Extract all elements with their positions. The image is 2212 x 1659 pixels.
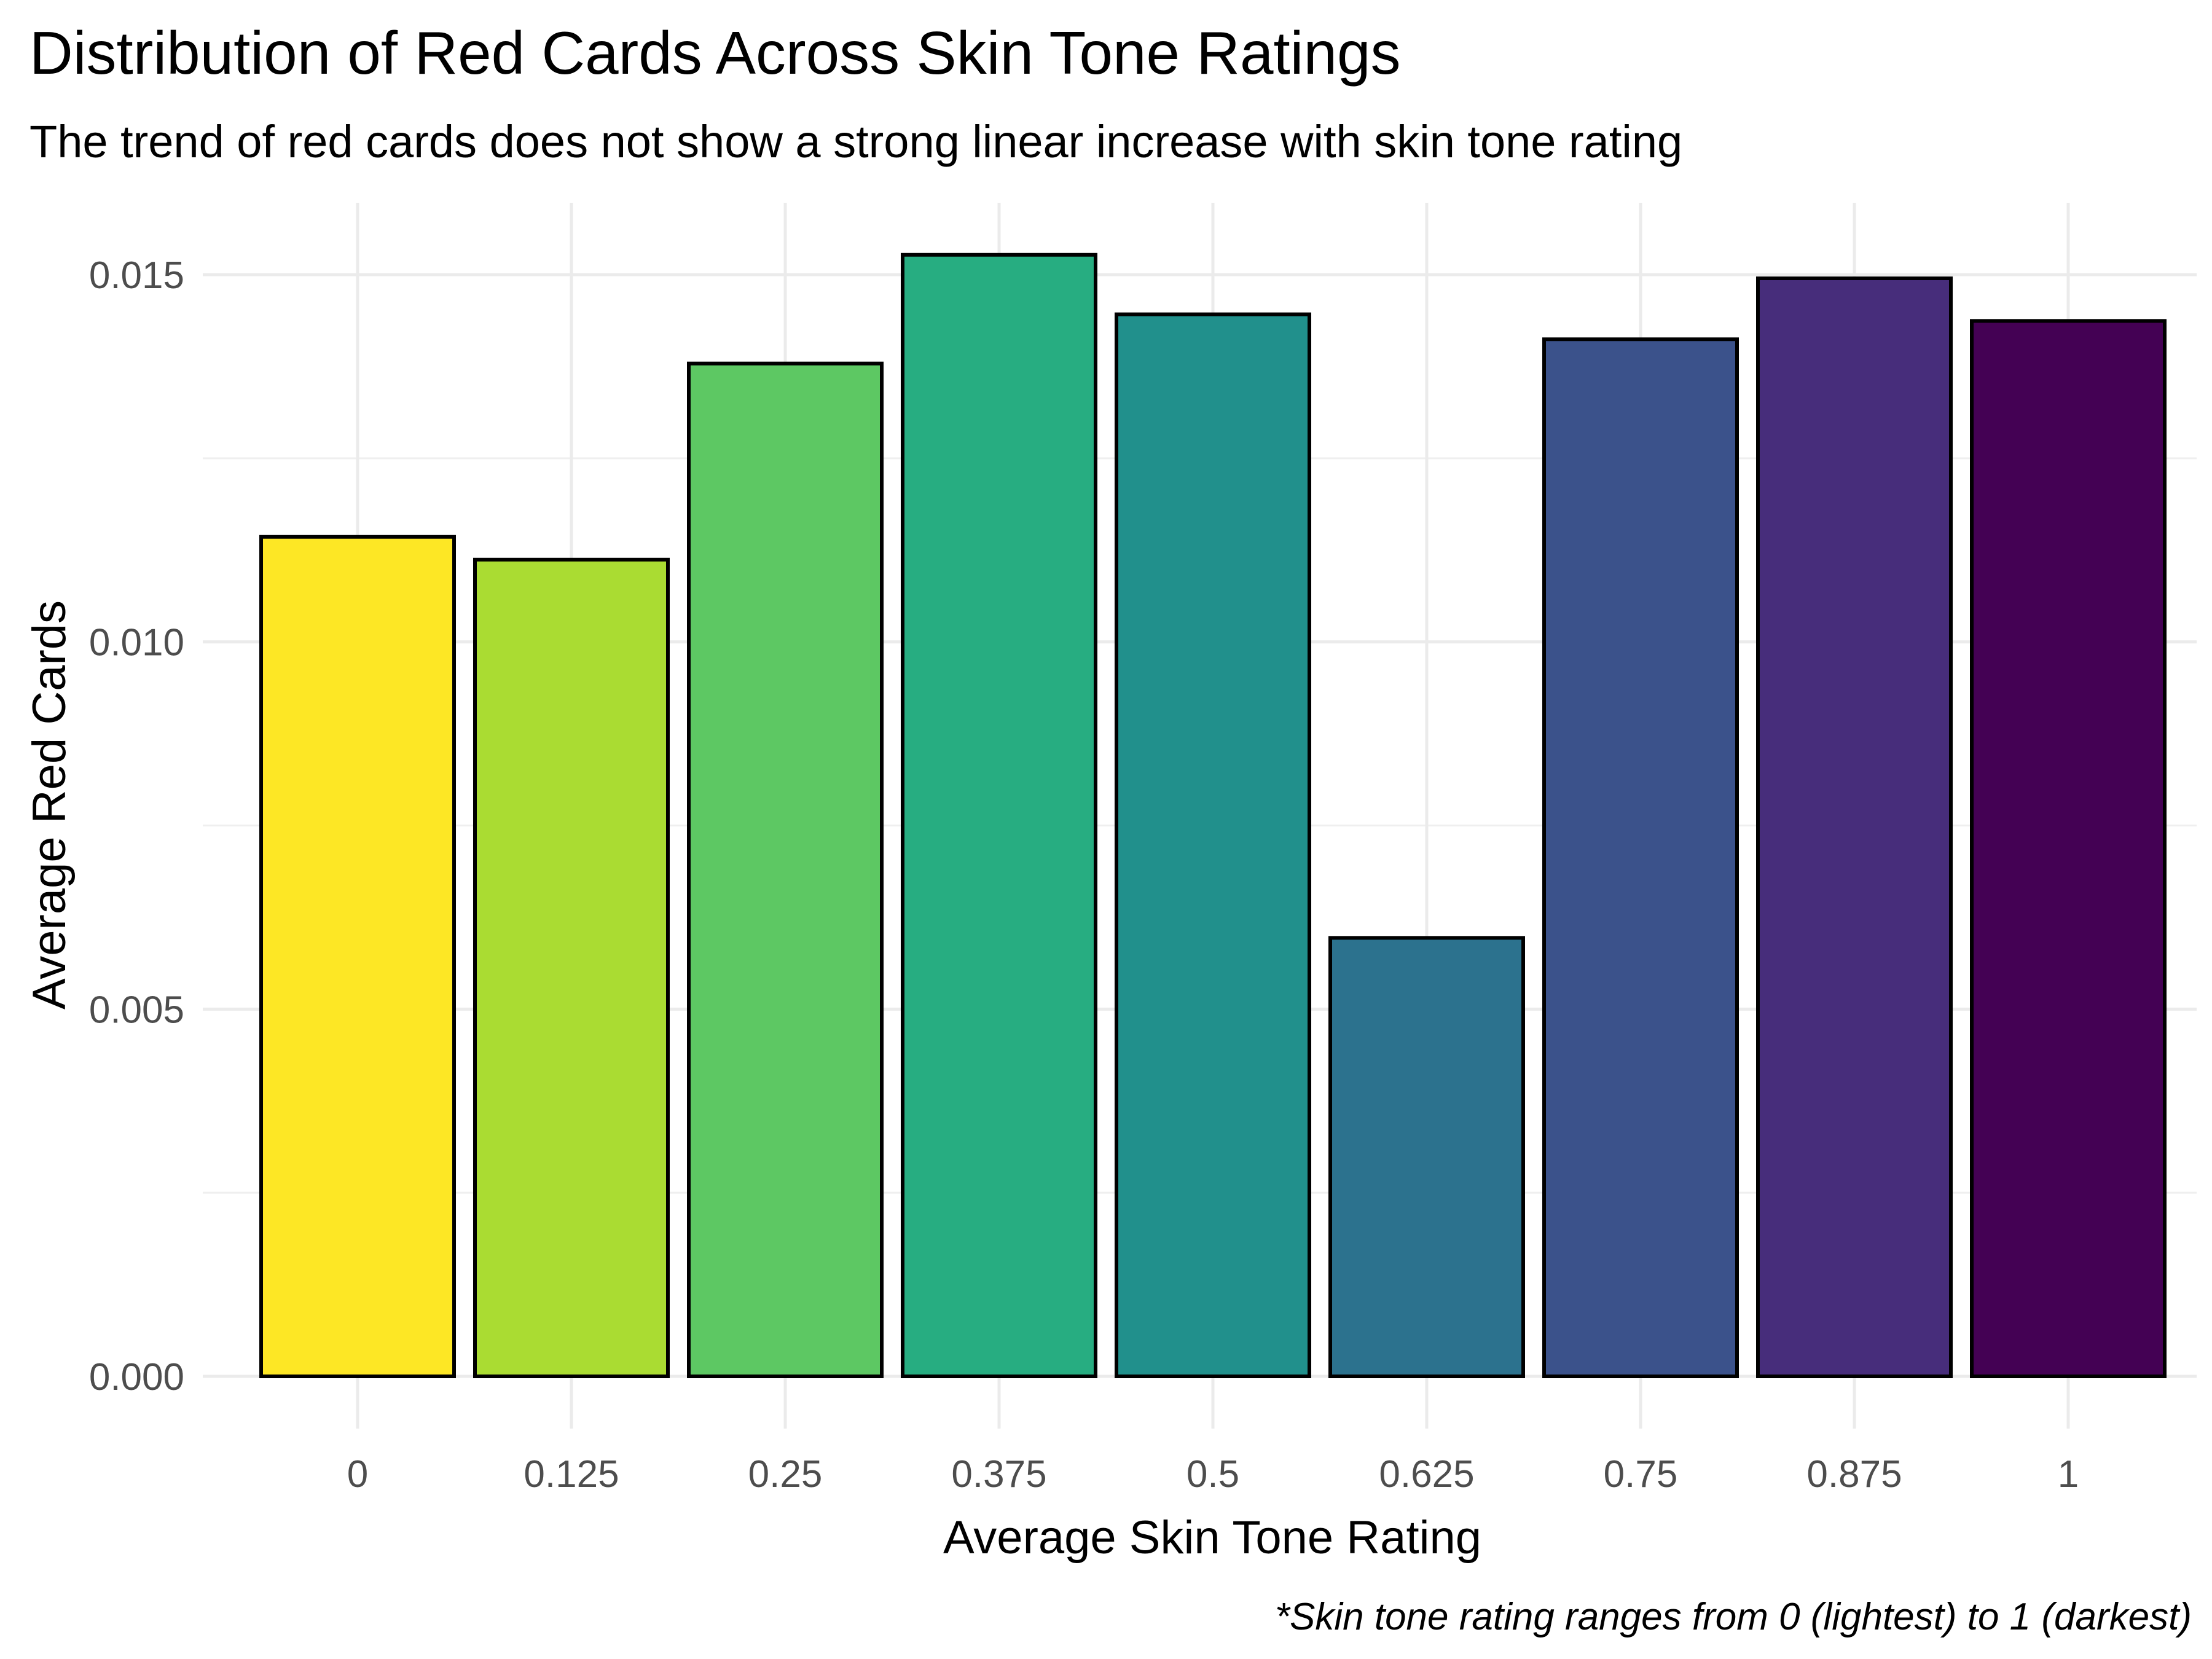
y-tick-label: 0.015 — [89, 254, 184, 297]
bar-0.625 — [1328, 936, 1525, 1378]
x-tick-label: 0.5 — [1186, 1453, 1239, 1496]
x-axis-ticks: 0 0.125 0.25 0.375 0.5 0.625 0.75 0.875 1 — [347, 1453, 2079, 1496]
x-axis-title: Average Skin Tone Rating — [943, 1512, 1481, 1564]
y-axis-ticks: 0.000 0.005 0.010 0.015 — [89, 254, 184, 1398]
bar-0.875 — [1756, 276, 1953, 1378]
y-axis-title: Average Red Cards — [23, 600, 76, 1010]
x-tick-label: 0 — [347, 1453, 368, 1496]
x-tick-label: 0.125 — [524, 1453, 619, 1496]
chart-subtitle: The trend of red cards does not show a s… — [29, 116, 1682, 167]
y-tick-label: 0.010 — [89, 622, 184, 664]
x-tick-label: 0.375 — [951, 1453, 1046, 1496]
x-tick-label: 0.75 — [1604, 1453, 1678, 1496]
bars — [259, 253, 2167, 1379]
x-tick-label: 0.25 — [748, 1453, 823, 1496]
bar-0.75 — [1542, 337, 1739, 1378]
y-tick-label: 0.000 — [89, 1356, 184, 1398]
bar-0 — [259, 535, 456, 1378]
chart-caption: *Skin tone rating ranges from 0 (lightes… — [1275, 1596, 2192, 1638]
x-tick-label: 1 — [2058, 1453, 2079, 1496]
bar-1 — [1970, 319, 2167, 1378]
x-tick-label: 0.875 — [1806, 1453, 1902, 1496]
bar-0.125 — [473, 557, 670, 1378]
bar-0.5 — [1115, 312, 1311, 1379]
y-tick-label: 0.005 — [89, 989, 184, 1031]
bar-0.25 — [687, 361, 884, 1378]
chart-title: Distribution of Red Cards Across Skin To… — [29, 19, 1400, 87]
bar-0.375 — [901, 253, 1097, 1379]
x-tick-label: 0.625 — [1379, 1453, 1474, 1496]
